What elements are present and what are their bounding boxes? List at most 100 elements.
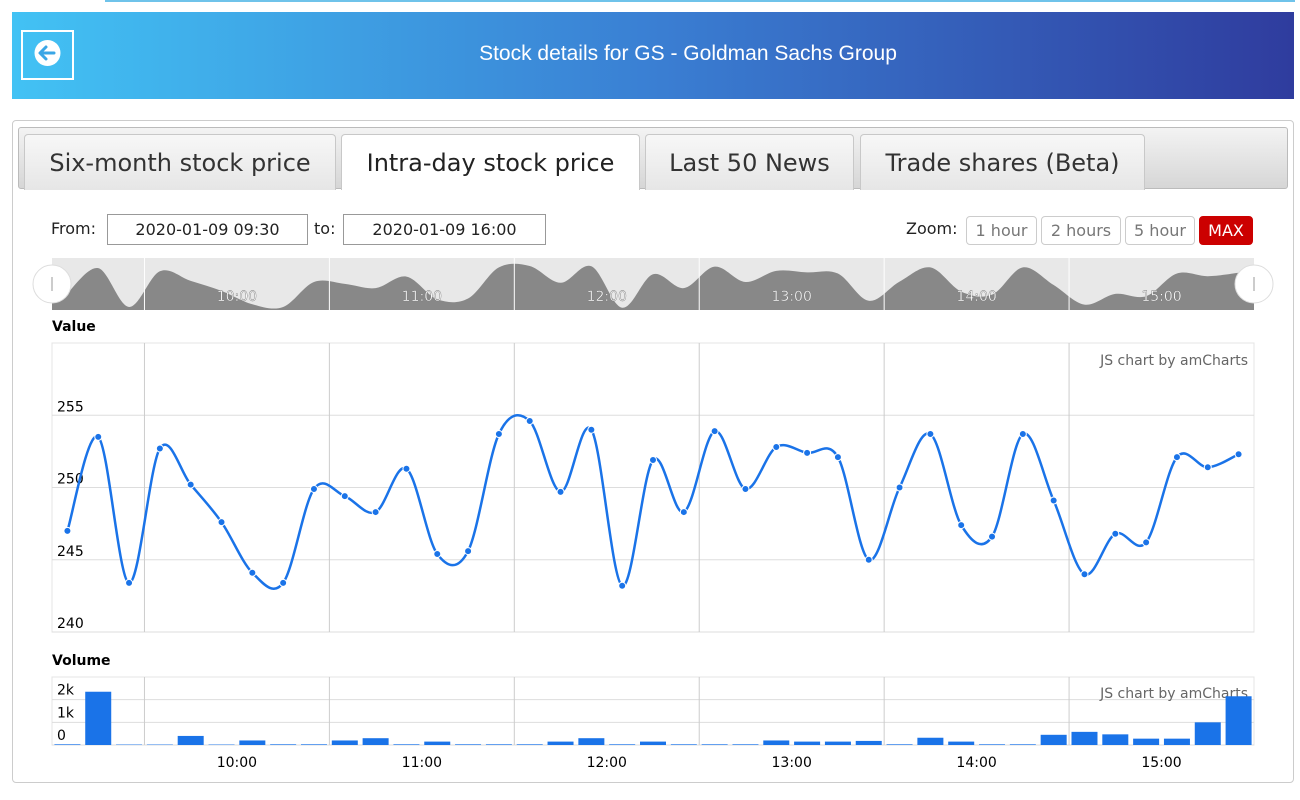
price-point bbox=[94, 432, 103, 441]
to-input[interactable]: 2020-01-09 16:00 bbox=[343, 214, 546, 245]
volume-bar bbox=[979, 744, 1006, 745]
price-point bbox=[618, 581, 627, 590]
volume-bar bbox=[177, 735, 204, 745]
from-label: From: bbox=[51, 219, 97, 238]
volume-bar bbox=[701, 744, 728, 745]
y-tick-label: 2k bbox=[57, 683, 75, 699]
price-point bbox=[1203, 463, 1212, 472]
from-input[interactable]: 2020-01-09 09:30 bbox=[107, 214, 308, 245]
price-point bbox=[587, 425, 596, 434]
tab[interactable]: Intra-day stock price bbox=[341, 134, 640, 190]
volume-bar bbox=[270, 744, 297, 745]
volume-bar bbox=[239, 740, 266, 745]
volume-bar bbox=[362, 738, 389, 745]
price-point bbox=[125, 578, 134, 587]
panel bbox=[12, 120, 1294, 783]
zoom-button[interactable]: 1 hour bbox=[966, 216, 1037, 245]
y-tick-label: 250 bbox=[57, 472, 84, 488]
volume-bar bbox=[609, 744, 636, 745]
price-point bbox=[1172, 453, 1181, 462]
price-point bbox=[433, 549, 442, 558]
x-tick-label: 15:00 bbox=[1141, 755, 1181, 771]
navigator-label: 15:00 bbox=[1141, 289, 1181, 305]
credit: JS chart by amCharts bbox=[1099, 353, 1248, 369]
price-point bbox=[217, 518, 226, 527]
top-line bbox=[105, 0, 1295, 2]
x-tick-label: 12:00 bbox=[587, 755, 627, 771]
y-tick-label: 240 bbox=[57, 616, 84, 632]
price-point bbox=[248, 568, 257, 577]
back-button[interactable] bbox=[21, 30, 74, 80]
volume-bar bbox=[763, 740, 790, 745]
tab[interactable]: Trade shares (Beta) bbox=[860, 134, 1145, 190]
volume-bar bbox=[917, 737, 944, 745]
volume-bar bbox=[948, 741, 975, 745]
chart-title: Volume bbox=[52, 653, 111, 669]
volume-bar bbox=[824, 741, 851, 745]
price-point bbox=[371, 508, 380, 517]
tab[interactable]: Six-month stock price bbox=[24, 134, 336, 190]
header-title: Stock details for GS - Goldman Sachs Gro… bbox=[479, 42, 897, 65]
volume-bar bbox=[516, 744, 543, 745]
navigator-label: 13:00 bbox=[772, 289, 812, 305]
navigator-label: 14:00 bbox=[956, 289, 996, 305]
price-point bbox=[741, 484, 750, 493]
volume-bar bbox=[578, 738, 605, 745]
tab[interactable]: Last 50 News bbox=[645, 134, 854, 190]
price-point bbox=[494, 430, 503, 439]
price-point bbox=[340, 492, 349, 501]
price-point bbox=[710, 427, 719, 436]
price-point bbox=[1142, 538, 1151, 547]
volume-bar bbox=[794, 741, 821, 745]
price-point bbox=[833, 453, 842, 462]
volume-bar bbox=[85, 691, 112, 745]
volume-bar bbox=[1102, 734, 1129, 745]
volume-bar bbox=[1133, 738, 1160, 745]
header bbox=[12, 12, 1294, 99]
price-point bbox=[864, 555, 873, 564]
price-point bbox=[63, 526, 72, 535]
volume-bar bbox=[886, 744, 913, 745]
navigator-area bbox=[52, 263, 1254, 310]
volume-bar bbox=[393, 744, 420, 745]
volume-bar bbox=[300, 744, 327, 745]
x-tick-label: 13:00 bbox=[772, 755, 812, 771]
price-point bbox=[1080, 570, 1089, 579]
price-point bbox=[957, 521, 966, 530]
price-point bbox=[309, 484, 318, 493]
volume-bar bbox=[1009, 744, 1036, 745]
price-point bbox=[464, 547, 473, 556]
volume-bar bbox=[1040, 734, 1067, 745]
volume-bar bbox=[54, 744, 81, 745]
price-point bbox=[895, 483, 904, 492]
zoom-button[interactable]: MAX bbox=[1199, 216, 1253, 245]
credit: JS chart by amCharts bbox=[1099, 686, 1248, 702]
x-tick-label: 11:00 bbox=[402, 755, 442, 771]
volume-bar bbox=[1194, 722, 1221, 745]
price-point bbox=[186, 480, 195, 489]
volume-bar bbox=[547, 741, 574, 745]
zoom-button[interactable]: 2 hours bbox=[1041, 216, 1121, 245]
price-point bbox=[926, 430, 935, 439]
to-label: to: bbox=[314, 219, 336, 238]
zoom-button[interactable]: 5 hour bbox=[1125, 216, 1195, 245]
volume-bar bbox=[670, 744, 697, 745]
x-tick-label: 10:00 bbox=[217, 755, 257, 771]
volume-bar bbox=[455, 744, 482, 745]
navigator-label: 12:00 bbox=[587, 289, 627, 305]
volume-bar bbox=[331, 740, 358, 745]
price-point bbox=[525, 417, 534, 426]
zoom-label: Zoom: bbox=[906, 219, 958, 238]
price-point bbox=[1018, 430, 1027, 439]
navigator-label: 11:00 bbox=[402, 289, 442, 305]
volume-bar bbox=[640, 741, 666, 745]
price-point bbox=[679, 508, 688, 517]
back-icon bbox=[34, 40, 61, 66]
y-tick-label: 255 bbox=[57, 399, 84, 415]
price-point bbox=[1234, 450, 1243, 459]
navigator-label: 10:00 bbox=[217, 289, 257, 305]
y-tick-label: 1k bbox=[57, 705, 75, 721]
volume-bar bbox=[485, 744, 512, 745]
x-tick-label: 14:00 bbox=[956, 755, 996, 771]
